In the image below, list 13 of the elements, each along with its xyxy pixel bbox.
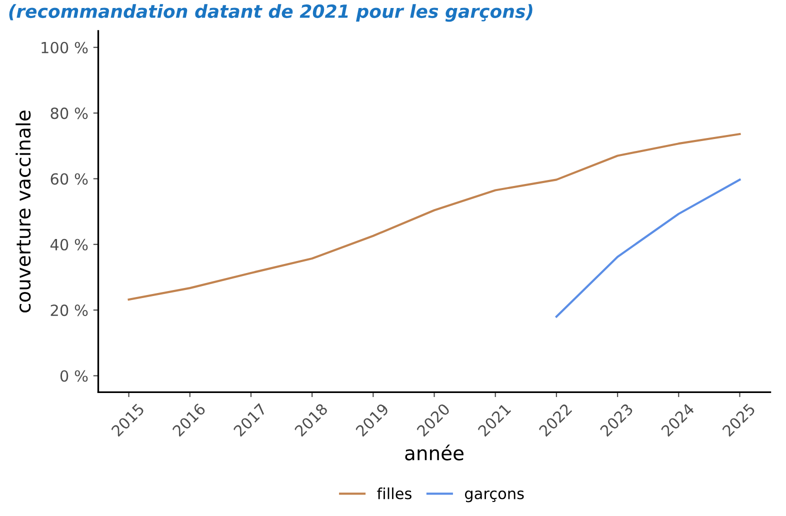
- y-tick-label: 80 %: [50, 108, 88, 120]
- chart-title: (recommandation datant de 2021 pour les garçons): [9, 4, 532, 22]
- y-tick-label: 60 %: [50, 173, 88, 185]
- y-tick-label: 0 %: [60, 370, 88, 382]
- y-tick-label: 40 %: [50, 238, 88, 250]
- y-tick-label: 20 %: [50, 304, 88, 316]
- y-tick-label: 100 %: [42, 42, 88, 54]
- legend-label: filles: [377, 487, 412, 500]
- legend-label: garçons: [464, 490, 524, 502]
- x-axis-title: année: [405, 444, 464, 460]
- line-series: [128, 133, 741, 301]
- line-series: [555, 178, 741, 318]
- y-axis-title: couverture vaccinale: [16, 110, 31, 312]
